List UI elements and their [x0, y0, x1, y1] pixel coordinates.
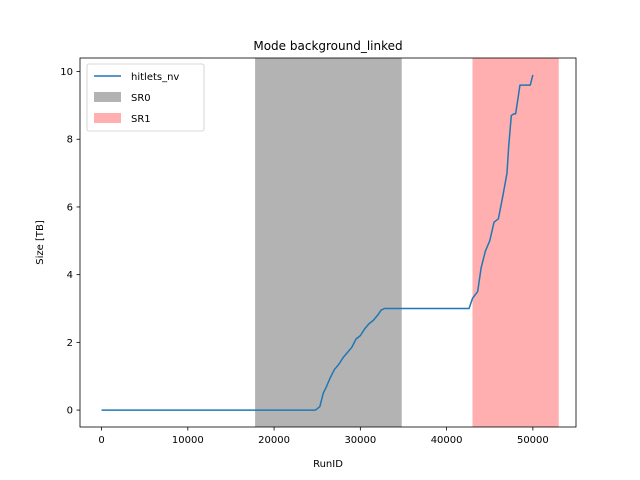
shaded-spans	[255, 58, 559, 427]
y-tick-label: 6	[67, 202, 73, 213]
x-axis-label: RunID	[313, 459, 343, 470]
x-tick-label: 30000	[344, 435, 376, 446]
chart-title: Mode background_linked	[253, 39, 402, 53]
y-tick-label: 8	[67, 135, 73, 146]
x-tick-label: 40000	[431, 435, 463, 446]
y-tick-label: 10	[60, 67, 73, 78]
plot-area-frame	[79, 57, 577, 428]
x-tick-label: 10000	[172, 435, 204, 446]
legend-label: SR0	[131, 93, 151, 104]
legend-swatch-patch	[94, 92, 121, 102]
y-tick-label: 0	[67, 406, 73, 417]
y-tick-label: 2	[67, 338, 73, 349]
legend-label: hitlets_nv	[131, 72, 179, 83]
span-sr0	[255, 58, 402, 427]
legend-swatch-patch	[94, 113, 121, 123]
legend-label: SR1	[131, 114, 151, 125]
span-sr1	[472, 58, 559, 427]
x-axis-ticks: 0 10000 20000 30000 40000 50000	[98, 427, 549, 446]
y-tick-label: 4	[67, 270, 73, 281]
x-tick-label: 20000	[258, 435, 290, 446]
y-axis-label: Size [TB]	[35, 220, 46, 265]
series-line-hitlets-nv	[101, 74, 534, 411]
y-axis-ticks: 0 2 4 6 8 10	[60, 67, 80, 417]
legend: hitlets_nv SR0 SR1	[86, 63, 205, 132]
x-tick-label: 50000	[517, 435, 549, 446]
series-lines	[101, 74, 534, 411]
x-tick-label: 0	[98, 435, 104, 446]
